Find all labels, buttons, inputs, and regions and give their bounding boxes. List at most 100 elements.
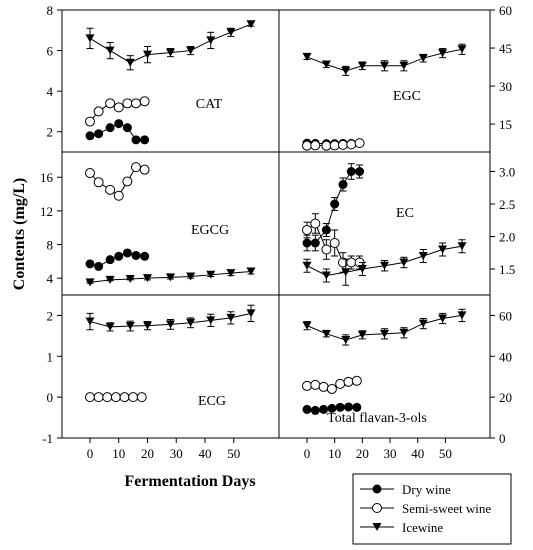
point-semi-sweet-wine	[113, 102, 124, 113]
point-dry-wine	[344, 402, 354, 412]
panel-ecg: -1 0 1 2 ECG	[42, 304, 256, 446]
y-tick-label: 16	[40, 170, 54, 185]
y-tick-label: 8	[47, 3, 54, 18]
point-icewine	[321, 329, 331, 338]
x-tick-label: 50	[439, 446, 452, 461]
point-semi-sweet-wine	[136, 392, 147, 403]
point-icewine	[418, 54, 428, 63]
point-semi-sweet-wine	[337, 139, 348, 150]
point-icewine	[399, 328, 409, 337]
point-dry-wine	[114, 251, 124, 261]
point-semi-sweet-wine	[351, 375, 362, 386]
point-semi-sweet-wine	[122, 176, 133, 187]
point-dry-wine	[105, 255, 115, 265]
point-semi-sweet-wine	[326, 383, 337, 394]
y-tick-label: 15	[499, 117, 512, 132]
point-icewine	[206, 36, 216, 45]
plot-frame	[61, 9, 491, 439]
y-tick-label: 2.0	[499, 230, 515, 245]
point-dry-wine	[338, 180, 348, 189]
point-icewine	[302, 321, 312, 330]
x-tick-label: 50	[227, 446, 240, 461]
point-dry-wine	[355, 167, 365, 176]
point-semi-sweet-wine	[102, 392, 113, 403]
point-dry-wine	[122, 248, 132, 258]
y-tick-label: 0	[499, 431, 506, 446]
point-semi-sweet-wine	[354, 138, 365, 149]
point-semi-sweet-wine	[93, 177, 104, 188]
point-icewine	[206, 316, 216, 325]
point-semi-sweet-wine	[85, 392, 95, 403]
y-tick-label: 1	[47, 349, 54, 364]
point-semi-sweet-wine	[329, 140, 340, 151]
point-semi-sweet-wine	[110, 392, 121, 403]
point-icewine	[357, 265, 367, 273]
point-icewine	[438, 314, 448, 323]
point-dry-wine	[302, 238, 312, 248]
y-tick-label: 2	[47, 125, 54, 140]
y-tick-label: 20	[499, 390, 512, 405]
panel-label-total-flavan-3-ols: Total flavan-3-ols	[327, 411, 427, 426]
point-semi-sweet-wine	[119, 392, 130, 403]
point-dry-wine	[346, 167, 356, 176]
point-icewine	[246, 20, 256, 29]
point-semi-sweet-wine	[131, 162, 141, 173]
point-icewine	[166, 273, 175, 282]
x-tick-label: 10	[112, 446, 125, 461]
point-icewine	[186, 272, 196, 281]
panel-cat: 2 4 6 8 CAT	[47, 3, 256, 145]
point-icewine	[105, 275, 115, 284]
point-semi-sweet-wine	[139, 96, 150, 107]
point-icewine	[85, 278, 95, 287]
y-tick-label: -1	[42, 431, 53, 446]
point-dry-wine	[85, 259, 95, 269]
axes: 0 10 20 30 40 50 0 10 20 30 40 50	[61, 9, 491, 461]
legend-marker-dry	[372, 484, 382, 494]
point-dry-wine	[310, 405, 320, 415]
point-dry-wine	[327, 403, 337, 413]
point-icewine	[418, 252, 428, 260]
point-semi-sweet-wine	[93, 392, 104, 403]
legend-marker-semi	[372, 503, 382, 513]
point-icewine	[226, 313, 236, 322]
point-icewine	[438, 245, 448, 254]
point-dry-wine	[94, 129, 104, 139]
point-icewine	[125, 275, 135, 284]
x-tick-label: 40	[411, 446, 424, 461]
point-dry-wine	[302, 404, 312, 414]
point-dry-wine	[319, 404, 329, 414]
point-icewine	[166, 48, 175, 57]
point-semi-sweet-wine	[302, 380, 312, 391]
point-dry-wine	[105, 123, 115, 133]
x-tick-label: 40	[199, 446, 212, 461]
y-tick-label: 3.0	[499, 165, 515, 180]
point-semi-sweet-wine	[310, 379, 321, 390]
y-tick-label: 0	[47, 390, 54, 405]
point-dry-wine	[330, 199, 340, 209]
point-dry-wine	[122, 123, 132, 133]
point-icewine	[166, 320, 175, 329]
point-icewine	[143, 50, 152, 59]
point-icewine	[246, 267, 256, 276]
panel-egc: 15 30 45 60 EGC	[302, 3, 512, 151]
point-icewine	[302, 52, 312, 61]
legend-marker-ice	[372, 523, 382, 531]
y-tick-label: 60	[499, 3, 512, 18]
panels: 2468CAT15304560EGC481216EGCG1.52.02.53.0…	[40, 3, 515, 446]
point-dry-wine	[131, 135, 141, 145]
point-icewine	[341, 268, 351, 277]
point-icewine	[143, 321, 152, 330]
y-tick-label: 6	[47, 44, 54, 59]
point-icewine	[357, 330, 367, 339]
legend-label-ice: Icewine	[402, 520, 443, 535]
y-axis-title: Contents (mg/L)	[11, 178, 28, 290]
point-icewine	[399, 61, 409, 70]
point-icewine	[399, 258, 409, 267]
point-icewine	[457, 242, 467, 251]
point-icewine	[105, 46, 115, 55]
point-semi-sweet-wine	[139, 164, 150, 175]
y-tick-label: 2.5	[499, 197, 515, 212]
y-tick-label: 4	[47, 271, 54, 286]
point-icewine	[380, 261, 389, 270]
y-tick-label: 60	[499, 308, 512, 323]
